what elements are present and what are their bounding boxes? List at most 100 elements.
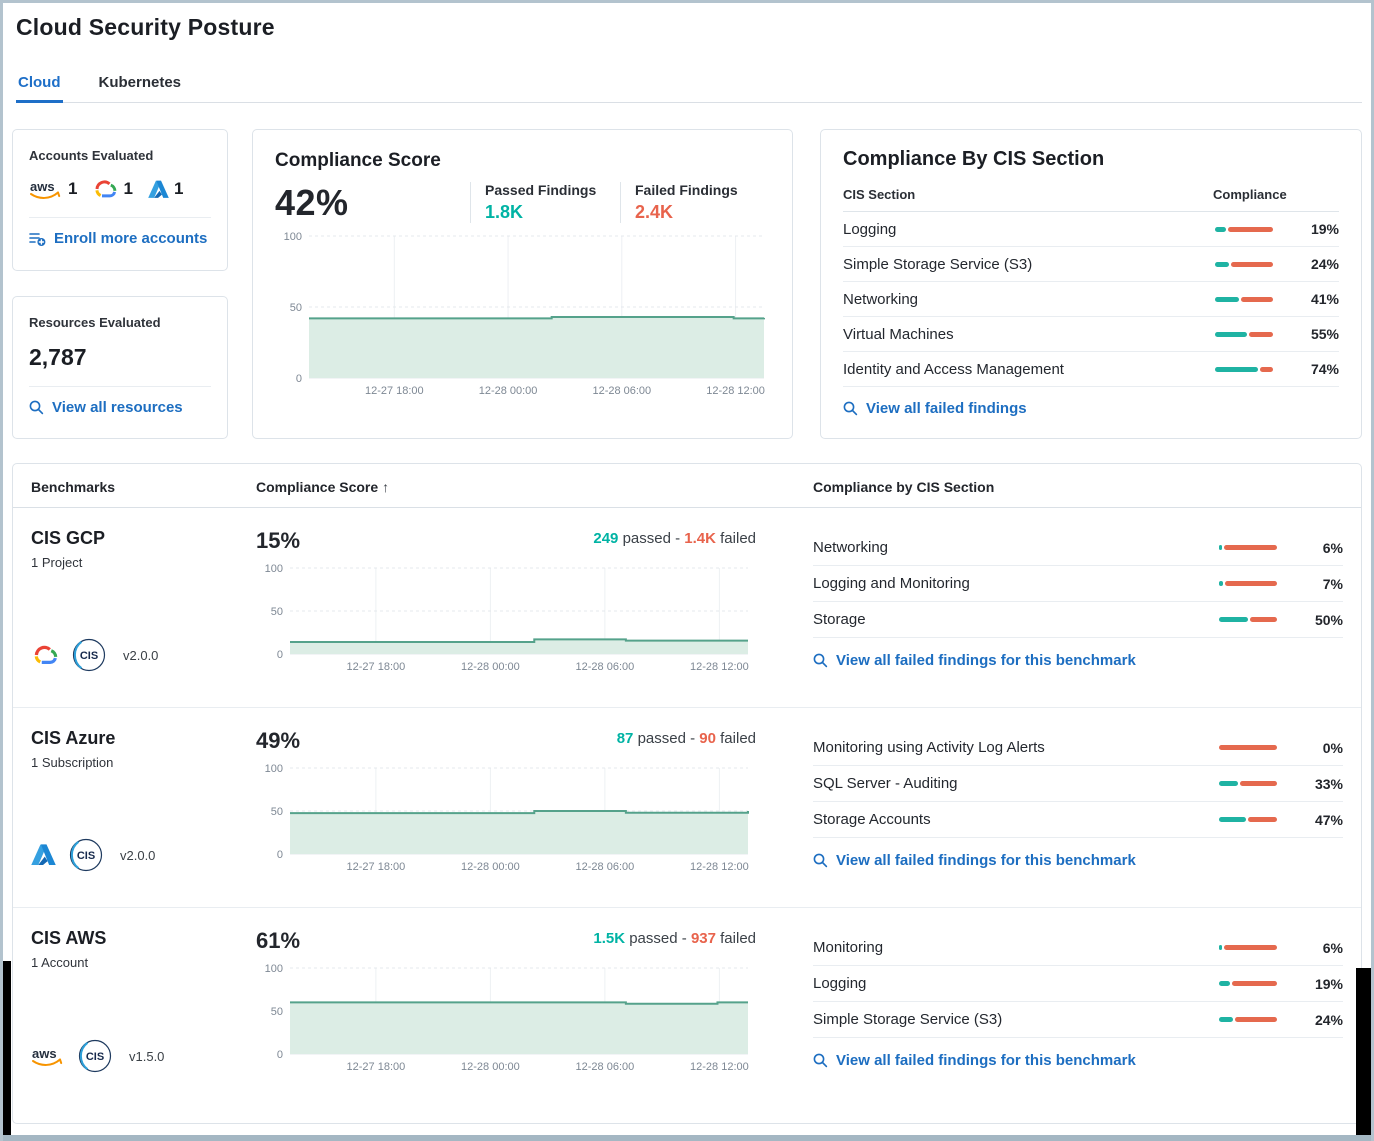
desktop-background-strip-left <box>3 961 11 1141</box>
compliance-score-column-header[interactable]: Compliance Score↑ <box>256 479 776 495</box>
svg-text:0: 0 <box>296 373 302 385</box>
svg-text:12-28 12:00: 12-28 12:00 <box>690 1061 749 1073</box>
search-icon <box>813 1053 828 1068</box>
benchmark-scope: 1 Account <box>31 955 256 970</box>
cis-table-header: CIS Section Compliance <box>843 187 1339 212</box>
view-failed-findings-benchmark-link[interactable]: View all failed findings for this benchm… <box>813 1052 1343 1069</box>
compliance-bar <box>1215 297 1273 302</box>
compliance-bar <box>1219 781 1277 786</box>
divider <box>29 386 211 387</box>
svg-text:12-28 06:00: 12-28 06:00 <box>576 861 635 873</box>
view-failed-findings-benchmark-link[interactable]: View all failed findings for this benchm… <box>813 852 1343 869</box>
azure-logo-icon <box>31 844 56 866</box>
svg-text:50: 50 <box>271 1006 283 1018</box>
passed-findings-stat: Passed Findings 1.8K <box>470 182 620 223</box>
benchmarks-table-header: Benchmarks Compliance Score↑ Compliance … <box>13 464 1361 508</box>
aws-account-count: aws 1 <box>29 178 77 200</box>
svg-text:12-28 06:00: 12-28 06:00 <box>576 661 635 673</box>
failed-findings-value: 2.4K <box>635 202 770 223</box>
benchmark-row-cis-gcp[interactable]: CIS GCP 1 Project CIS <box>13 508 1361 708</box>
svg-text:aws: aws <box>30 179 55 194</box>
svg-text:12-27 18:00: 12-27 18:00 <box>347 1061 406 1073</box>
cis-aws-trend-chart: 05010012-27 18:0012-28 00:0012-28 06:001… <box>256 962 756 1074</box>
view-all-resources-link[interactable]: View all resources <box>29 399 211 416</box>
cis-azure-trend-chart: 05010012-27 18:0012-28 00:0012-28 06:001… <box>256 762 756 874</box>
svg-text:12-28 00:00: 12-28 00:00 <box>461 861 520 873</box>
benchmark-version: v2.0.0 <box>123 648 158 663</box>
view-all-failed-findings-link[interactable]: View all failed findings <box>843 400 1339 417</box>
svg-text:100: 100 <box>265 563 283 575</box>
enroll-more-accounts-link[interactable]: Enroll more accounts <box>29 230 211 247</box>
tab-cloud[interactable]: Cloud <box>16 68 63 102</box>
svg-text:50: 50 <box>271 606 283 618</box>
summary-row: Accounts Evaluated aws 1 <box>12 129 1362 439</box>
overall-compliance-trend-chart: 05010012-27 18:0012-28 00:0012-28 06:001… <box>275 230 772 398</box>
cis-section-row[interactable]: Monitoring using Activity Log Alerts 0% <box>813 730 1343 766</box>
compliance-bar <box>1219 545 1277 550</box>
provider-counts: aws 1 <box>29 176 211 202</box>
compliance-bar <box>1219 581 1277 586</box>
svg-text:0: 0 <box>277 849 283 861</box>
svg-text:12-28 00:00: 12-28 00:00 <box>461 1061 520 1073</box>
benchmark-score: 61% <box>256 928 300 954</box>
benchmark-scope: 1 Project <box>31 555 256 570</box>
cis-section-card-title: Compliance By CIS Section <box>843 148 1339 171</box>
svg-text:100: 100 <box>265 763 283 775</box>
passed-failed-summary: 1.5K passed - 937 failed <box>593 928 756 947</box>
desktop-background-strip-right <box>1356 968 1371 1141</box>
cis-logo-icon: CIS <box>77 1038 113 1074</box>
page-title: Cloud Security Posture <box>16 14 1362 41</box>
app-window: Cloud Security Posture Cloud Kubernetes … <box>0 0 1374 1141</box>
svg-text:12-28 12:00: 12-28 12:00 <box>690 661 749 673</box>
search-icon <box>843 401 858 416</box>
cis-section-row[interactable]: Simple Storage Service (S3) 24% <box>843 247 1339 282</box>
overall-compliance-score: 42% <box>275 182 349 224</box>
search-icon <box>29 400 44 415</box>
benchmarks-column-header: Benchmarks <box>31 479 256 495</box>
enroll-accounts-icon <box>29 231 46 247</box>
svg-text:CIS: CIS <box>77 850 95 862</box>
cis-section-row[interactable]: Virtual Machines 55% <box>843 317 1339 352</box>
gcp-logo-icon <box>92 179 118 200</box>
accounts-evaluated-title: Accounts Evaluated <box>29 148 211 163</box>
view-failed-findings-benchmark-link[interactable]: View all failed findings for this benchm… <box>813 652 1343 669</box>
compliance-bar <box>1219 945 1277 950</box>
cis-section-row[interactable]: Networking 41% <box>843 282 1339 317</box>
tab-bar: Cloud Kubernetes <box>16 68 1362 103</box>
benchmark-row-cis-aws[interactable]: CIS AWS 1 Account aws CIS v <box>13 908 1361 1108</box>
cis-section-row[interactable]: Logging 19% <box>813 966 1343 1002</box>
resources-evaluated-value: 2,787 <box>29 344 211 371</box>
resources-evaluated-title: Resources Evaluated <box>29 315 211 330</box>
cis-section-row[interactable]: Storage Accounts 47% <box>813 802 1343 838</box>
cis-section-row[interactable]: Networking 6% <box>813 530 1343 566</box>
compliance-by-cis-section-card: Compliance By CIS Section CIS Section Co… <box>820 129 1362 439</box>
svg-text:12-28 06:00: 12-28 06:00 <box>576 1061 635 1073</box>
svg-text:50: 50 <box>271 806 283 818</box>
cis-section-row[interactable]: Logging and Monitoring 7% <box>813 566 1343 602</box>
benchmark-row-cis-azure[interactable]: CIS Azure 1 Subscription CIS <box>13 708 1361 908</box>
resources-evaluated-card: Resources Evaluated 2,787 View all resou… <box>12 296 228 439</box>
compliance-bar <box>1215 262 1273 267</box>
cis-section-row[interactable]: Simple Storage Service (S3) 24% <box>813 1002 1343 1038</box>
cis-section-row[interactable]: Logging 19% <box>843 212 1339 247</box>
cis-section-row[interactable]: Identity and Access Management 74% <box>843 352 1339 387</box>
compliance-bar <box>1219 745 1277 750</box>
svg-text:12-28 00:00: 12-28 00:00 <box>461 661 520 673</box>
cis-section-row[interactable]: SQL Server - Auditing 33% <box>813 766 1343 802</box>
svg-text:12-27 18:00: 12-27 18:00 <box>347 661 406 673</box>
compliance-bar <box>1215 227 1273 232</box>
accounts-evaluated-card: Accounts Evaluated aws 1 <box>12 129 228 271</box>
cis-section-row[interactable]: Storage 50% <box>813 602 1343 638</box>
benchmark-version: v1.5.0 <box>129 1049 164 1064</box>
svg-text:0: 0 <box>277 649 283 661</box>
compliance-score-title: Compliance Score <box>275 150 770 172</box>
svg-text:12-28 00:00: 12-28 00:00 <box>479 385 538 397</box>
aws-logo-icon: aws <box>31 1045 65 1067</box>
compliance-bar <box>1219 817 1277 822</box>
svg-text:50: 50 <box>290 302 302 314</box>
tab-kubernetes[interactable]: Kubernetes <box>97 68 184 102</box>
cis-section-column-header: CIS Section <box>843 187 915 202</box>
cis-section-row[interactable]: Monitoring 6% <box>813 930 1343 966</box>
gcp-logo-icon <box>31 644 59 667</box>
svg-text:12-27 18:00: 12-27 18:00 <box>365 385 424 397</box>
